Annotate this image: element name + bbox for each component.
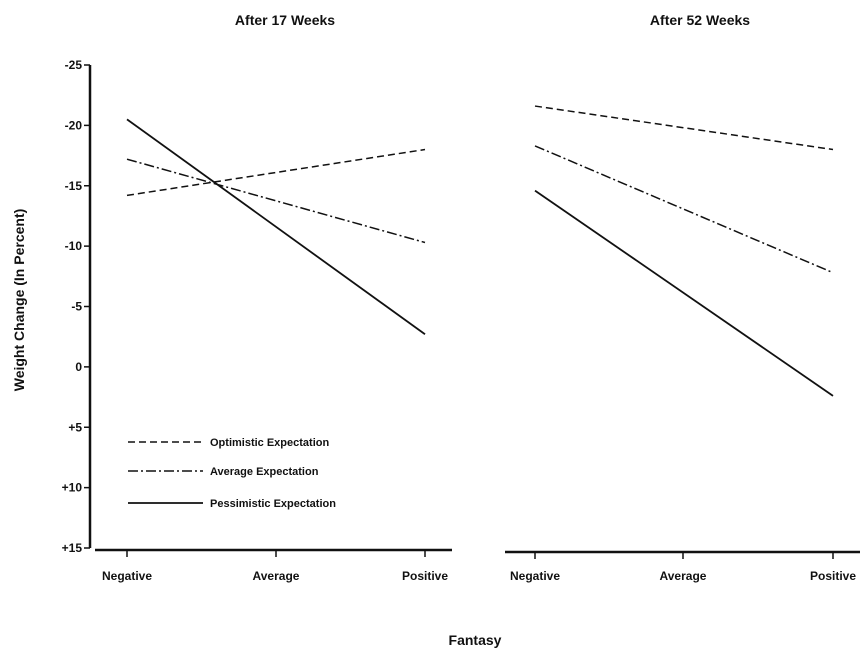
week52-average-line bbox=[534, 145, 834, 274]
legend-label-optimistic: Optimistic Expectation bbox=[210, 437, 329, 449]
y-tick-label: +10 bbox=[62, 481, 83, 495]
week17-optimistic-line bbox=[126, 148, 426, 197]
legend-label-pessimistic: Pessimistic Expectation bbox=[210, 498, 336, 510]
series-lines bbox=[126, 105, 834, 397]
y-tick-label: -15 bbox=[65, 179, 83, 193]
y-axis-label: Weight Change (In Percent) bbox=[11, 209, 27, 392]
y-tick-label: -25 bbox=[65, 58, 83, 72]
week17-pessimistic-line bbox=[126, 118, 426, 336]
y-tick-label: 0 bbox=[75, 360, 82, 374]
y-tick-label: -20 bbox=[65, 118, 83, 132]
legend: Optimistic Expectation Average Expectati… bbox=[128, 437, 336, 510]
x-tick-label-average: Average bbox=[660, 569, 707, 583]
y-tick-label: +5 bbox=[68, 420, 82, 434]
week52-pessimistic-line bbox=[534, 189, 834, 397]
x-tick-label-average: Average bbox=[253, 569, 300, 583]
right-panel-title: After 52 Weeks bbox=[650, 12, 750, 28]
x-tick-label-positive: Positive bbox=[402, 569, 448, 583]
week52-optimistic-line bbox=[534, 105, 834, 151]
x-tick-label-negative: Negative bbox=[102, 569, 152, 583]
left-panel-title: After 17 Weeks bbox=[235, 12, 335, 28]
x-tick-label-negative: Negative bbox=[510, 569, 560, 583]
y-tick-label: +15 bbox=[62, 541, 83, 555]
legend-label-average: Average Expectation bbox=[210, 466, 319, 478]
x-axis-label: Fantasy bbox=[449, 632, 502, 648]
y-tick-label: -10 bbox=[65, 239, 83, 253]
x-tick-label-positive: Positive bbox=[810, 569, 856, 583]
y-tick-label: -5 bbox=[71, 300, 82, 314]
y-ticks: -25 -20 -15 -10 -5 0 +5 +10 +15 bbox=[62, 58, 90, 555]
x-ticks: Negative Average Positive Negative Average Po… bbox=[102, 550, 856, 583]
week17-average-line bbox=[126, 158, 426, 244]
